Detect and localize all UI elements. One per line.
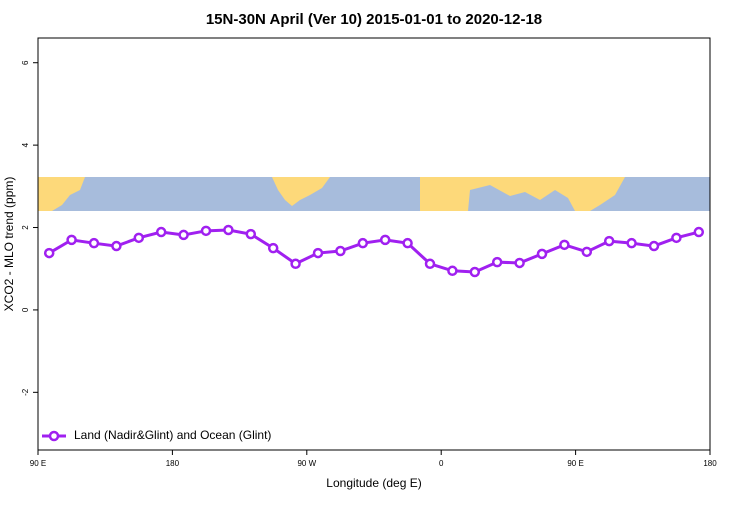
x-tick-label: 90 E [30, 459, 46, 468]
point [626, 237, 637, 249]
y-tick-label: 0 [21, 307, 30, 312]
point [536, 248, 548, 260]
point [111, 240, 122, 252]
point [155, 226, 167, 238]
point [424, 258, 436, 270]
point [43, 247, 55, 259]
point [66, 234, 77, 246]
x-tick-label: 180 [703, 459, 717, 468]
point [693, 226, 705, 238]
point [603, 235, 615, 247]
point [245, 228, 257, 240]
x-tick-label: 90 E [567, 459, 583, 468]
point [88, 237, 100, 249]
x-tick-label: 180 [166, 459, 180, 468]
point [200, 225, 212, 237]
point [178, 229, 189, 241]
y-tick-label: -2 [21, 388, 30, 396]
y-axis-label: XCO2 - MLO trend (ppm) [2, 177, 16, 312]
point [133, 232, 145, 244]
point [335, 245, 346, 257]
point [357, 237, 369, 249]
point [223, 224, 234, 236]
point [290, 258, 301, 270]
x-tick-label: 90 W [297, 459, 316, 468]
y-tick-label: 4 [21, 142, 30, 147]
point [267, 242, 279, 254]
point [648, 240, 660, 252]
point [447, 265, 458, 277]
plot-frame [37, 37, 711, 451]
chart-title: 15N-30N April (Ver 10) 2015-01-01 to 202… [206, 11, 542, 28]
point [559, 239, 570, 251]
point [469, 266, 481, 278]
legend-marker [48, 430, 60, 442]
point [581, 246, 593, 258]
point [312, 247, 324, 259]
line [48, 228, 700, 274]
point [514, 257, 525, 269]
map-band [38, 177, 710, 211]
point [671, 232, 682, 244]
y-tick-label: 2 [21, 225, 30, 230]
point [402, 237, 413, 249]
point [379, 234, 391, 246]
legend-label: Land (Nadir&Glint) and Ocean (Glint) [74, 428, 271, 442]
x-tick-label: 0 [439, 459, 444, 468]
point [491, 256, 503, 268]
x-axis-label: Longitude (deg E) [326, 476, 421, 490]
y-tick-label: 6 [21, 60, 30, 65]
